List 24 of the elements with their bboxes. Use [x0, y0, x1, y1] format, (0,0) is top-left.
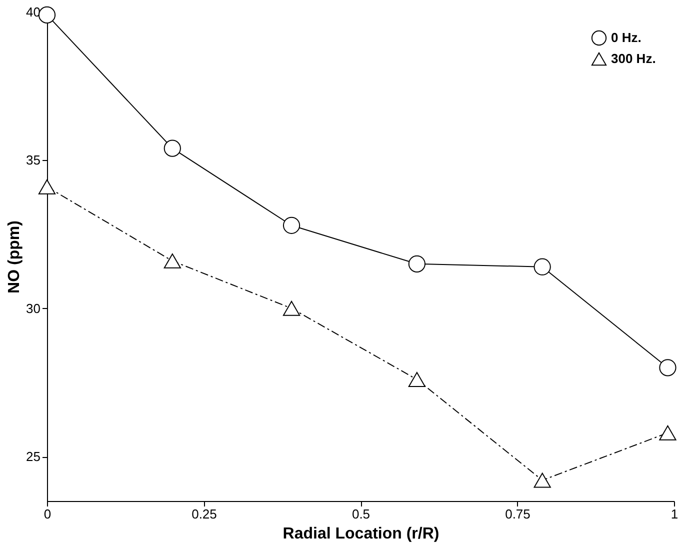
point: [38, 6, 56, 24]
x-axis-title: Radial Location (r/R): [282, 526, 440, 542]
legend-label: 300 Hz.: [611, 51, 656, 66]
y-tick-label: 25: [26, 449, 40, 464]
point: [534, 472, 551, 488]
point: [38, 179, 56, 194]
y-tick-label: 30: [26, 300, 40, 316]
x-tick-label: 0.25: [192, 506, 217, 522]
point: [408, 255, 426, 272]
x-tick-label: 0.5: [352, 506, 370, 522]
y-tick-label: 35: [26, 152, 40, 168]
y-axis-title: NO (ppm): [6, 220, 24, 294]
x-tick-label: 0.75: [505, 506, 530, 522]
point: [164, 253, 181, 268]
legend-label: 0 Hz.: [611, 30, 642, 45]
x-tick-label: 1: [670, 506, 678, 522]
point: [282, 300, 300, 316]
point: [408, 372, 426, 387]
point: [659, 359, 676, 376]
point: [534, 258, 551, 276]
point: [659, 425, 676, 440]
x-tick-label: 0: [44, 506, 52, 522]
point: [282, 216, 300, 234]
point: [164, 140, 181, 157]
